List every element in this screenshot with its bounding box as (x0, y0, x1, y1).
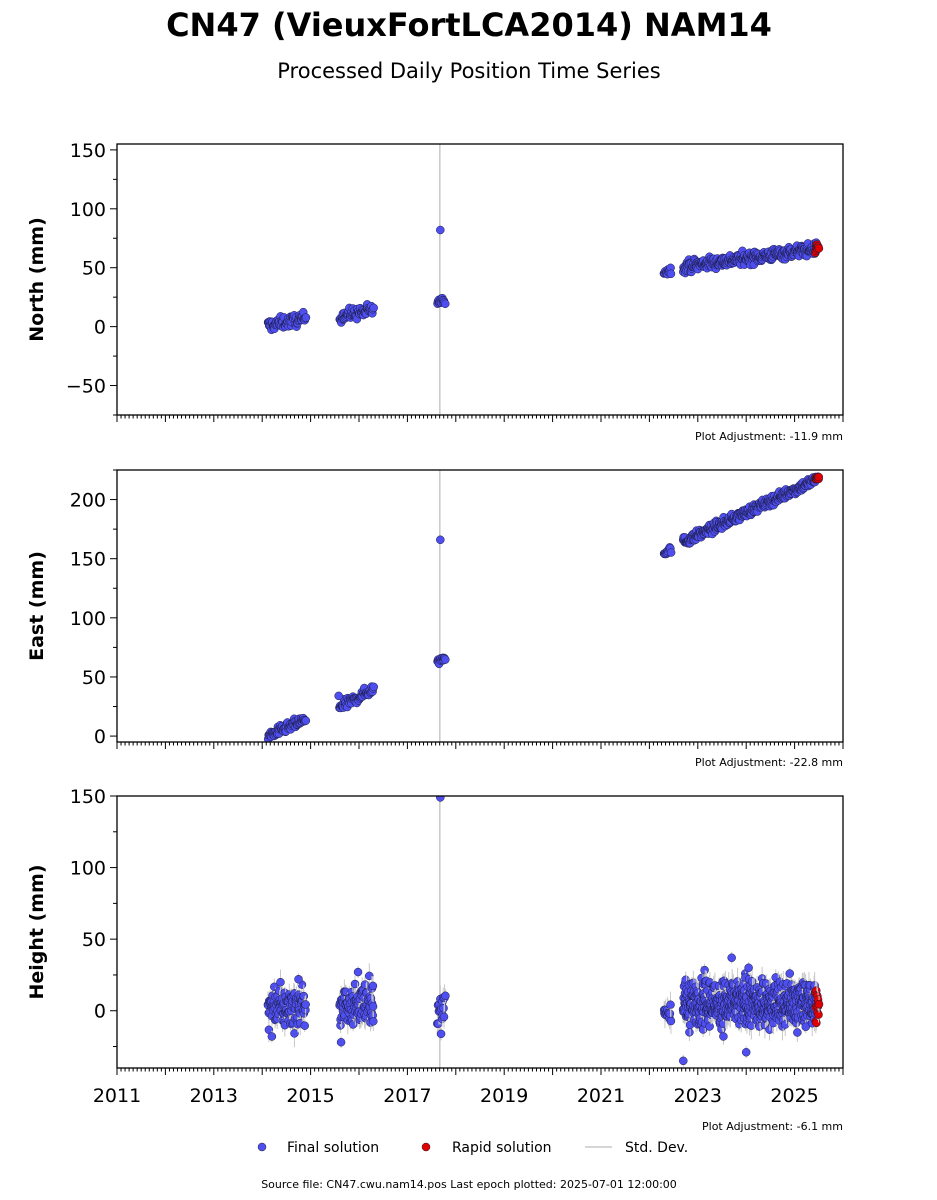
final-solution-point (365, 971, 374, 981)
panel-north: −50 0 50 100 150 North (mm) Plot Adjustment: -… (26, 140, 844, 443)
final-solution-point (801, 1022, 810, 1032)
final-solution-point (793, 1028, 802, 1037)
panel-height: 0 50 100 150 Height (mm) Plot Adjustment: -6.… (26, 786, 844, 1133)
final-solution-point (727, 953, 736, 963)
plot-adjustment-north: Plot Adjustment: -11.9 mm (695, 430, 843, 443)
x-tick-label: 2011 (93, 1085, 141, 1107)
y-tick-label: 100 (70, 199, 106, 221)
legend-stddev-label: Std. Dev. (625, 1140, 688, 1156)
x-tick-label: 2021 (577, 1085, 625, 1107)
x-tick-label: 2013 (190, 1085, 238, 1107)
y-tick-label: 50 (82, 929, 106, 951)
final-solution-point (441, 655, 450, 664)
x-tick-label: 2023 (674, 1085, 722, 1107)
final-solution-point (685, 1028, 694, 1037)
legend-rapid-marker (421, 1142, 431, 1152)
y-axis-label-east: East (mm) (26, 551, 48, 661)
final-solution-point (705, 1022, 714, 1031)
final-solution-point (369, 303, 378, 313)
plot-area-north (263, 225, 824, 335)
y-tick-label: 150 (70, 786, 106, 808)
rapid-solution-point (814, 1010, 823, 1019)
final-solution-point (336, 1037, 346, 1047)
final-solution-point (301, 1000, 310, 1009)
final-solution-point (666, 269, 676, 279)
final-solution-point (744, 963, 753, 973)
final-solution-point (785, 969, 795, 978)
legend-rapid-label: Rapid solution (452, 1140, 552, 1156)
final-solution-point (301, 313, 311, 322)
final-solution-point (719, 1032, 728, 1041)
legend: Final solution Rapid solution Std. Dev. (257, 1140, 688, 1156)
final-solution-point (353, 967, 363, 977)
y-tick-label: 150 (70, 549, 106, 571)
x-tick-label: 2019 (480, 1085, 528, 1107)
final-solution-point (441, 991, 450, 1001)
y-axis-label-north: North (mm) (26, 217, 48, 342)
x-tick-label: 2017 (383, 1085, 431, 1107)
final-solution-point (368, 1002, 378, 1011)
plot-adjustment-height: Plot Adjustment: -6.1 mm (702, 1120, 843, 1133)
rapid-solution-point (814, 244, 824, 253)
panel-east: 0 50 100 150 200 East (mm) Plot Adjustment: -2… (26, 469, 844, 769)
final-solution-point (436, 796, 445, 802)
final-solution-point (369, 682, 378, 692)
final-solution-point (700, 965, 709, 975)
figure-subtitle: Processed Daily Position Time Series (277, 59, 661, 83)
x-tick-label: 2025 (770, 1085, 818, 1107)
plot-area-height (263, 796, 824, 1067)
y-tick-label: 100 (70, 858, 106, 880)
y-tick-label: 0 (94, 726, 106, 748)
y-tick-label: 50 (82, 667, 106, 689)
final-solution-point (665, 1009, 675, 1018)
panel-frame (116, 795, 844, 1069)
final-solution-point (741, 1048, 751, 1057)
y-tick-label: −50 (66, 376, 106, 398)
legend-final-marker (257, 1142, 267, 1152)
plot-area-east (263, 472, 824, 742)
y-tick-label: 0 (94, 1001, 106, 1023)
y-tick-label: 100 (70, 608, 106, 630)
final-solution-point (276, 977, 285, 987)
y-tick-label: 150 (70, 140, 106, 162)
final-solution-point (301, 716, 311, 725)
final-solution-point (334, 691, 343, 701)
final-solution-point (439, 1012, 449, 1022)
final-solution-point (300, 1021, 309, 1030)
final-solution-point (679, 1056, 688, 1066)
figure-title: CN47 (VieuxFortLCA2014) NAM14 (166, 6, 772, 44)
final-solution-point (441, 299, 450, 309)
final-solution-point (436, 1029, 446, 1039)
y-tick-label: 0 (94, 317, 106, 339)
final-solution-point (290, 1029, 299, 1038)
x-axis-labels: 2011 2013 2015 2017 2019 2021 2023 2025 (93, 1085, 819, 1107)
final-solution-point (369, 1017, 378, 1026)
rapid-solution-point (814, 999, 824, 1009)
x-tick-label: 2015 (286, 1085, 334, 1107)
final-solution-point (666, 548, 676, 557)
final-solution-point (350, 979, 360, 989)
final-solution-point (267, 1032, 277, 1041)
y-axis-label-height: Height (mm) (26, 864, 48, 999)
plot-adjustment-east: Plot Adjustment: -22.8 mm (695, 756, 843, 769)
final-solution-point (666, 1016, 676, 1026)
final-solution-point (368, 981, 378, 991)
legend-final-label: Final solution (287, 1140, 379, 1156)
final-solution-point (436, 535, 445, 545)
final-solution-point (436, 225, 445, 235)
final-solution-point (781, 1020, 790, 1029)
final-solution-point (294, 974, 303, 984)
y-tick-label: 200 (70, 490, 106, 512)
source-footer: Source file: CN47.cwu.nam14.pos Last epo… (261, 1178, 677, 1191)
y-tick-label: 50 (82, 258, 106, 280)
rapid-solution-point (814, 472, 824, 482)
panel-frame (116, 143, 844, 416)
final-solution-point (666, 1000, 675, 1010)
rapid-solution-point (812, 1018, 821, 1028)
panels-group: −50 0 50 100 150 North (mm) Plot Adjustment: -… (26, 140, 844, 1133)
